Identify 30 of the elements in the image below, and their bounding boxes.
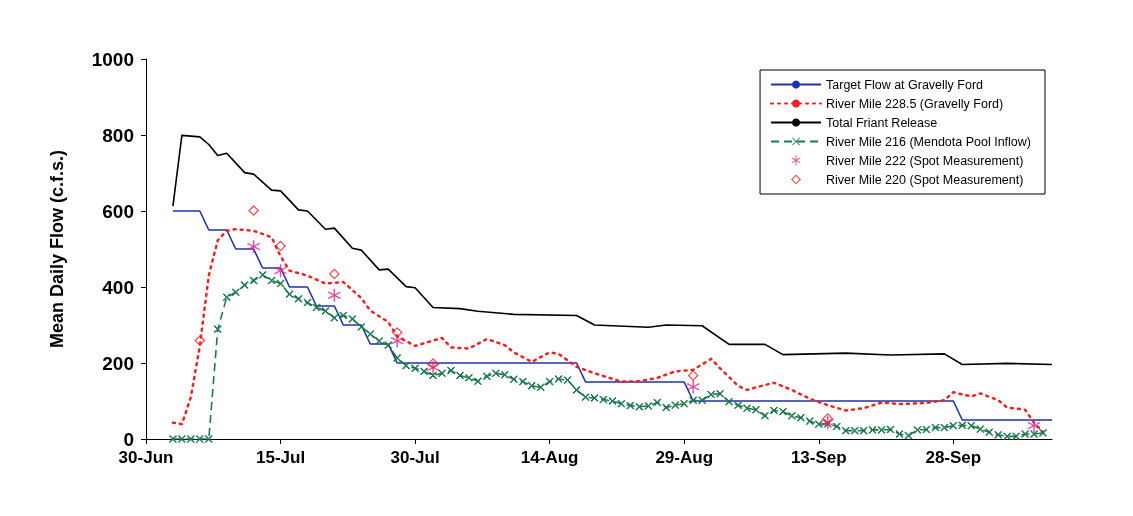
y-tick-label: 0 xyxy=(123,428,134,450)
legend-label: River Mile 222 (Spot Measurement) xyxy=(826,153,1024,168)
y-tick-label: 1000 xyxy=(91,48,134,70)
y-axis-title: Mean Daily Flow (c.f.s.) xyxy=(47,149,67,349)
point xyxy=(822,412,834,424)
y-tick-label: 800 xyxy=(102,124,134,146)
legend-label: River Mile 228.5 (Gravelly Ford) xyxy=(826,96,1004,111)
point xyxy=(686,380,700,394)
y-tick-label: 200 xyxy=(102,352,134,374)
legend-label: River Mile 220 (Spot Measurement) xyxy=(826,172,1024,187)
point xyxy=(247,240,261,254)
x-tick-label: 29-Aug xyxy=(655,448,714,467)
x-tick-label: 15-Jul xyxy=(255,448,306,467)
y-tick-label: 400 xyxy=(102,276,134,298)
x-tick-label: 30-Jul xyxy=(390,448,440,467)
line-series xyxy=(172,134,1053,366)
y-tick-label: 600 xyxy=(102,200,134,222)
legend-label: River Mile 216 (Mendota Pool Inflow) xyxy=(826,134,1031,149)
point xyxy=(390,334,404,348)
x-tick-label: 13-Sep xyxy=(790,448,847,467)
x-tick-label: 30-Jun xyxy=(118,448,174,467)
point xyxy=(274,264,288,278)
point xyxy=(194,335,206,347)
x-tick-label: 28-Sep xyxy=(925,448,982,467)
point xyxy=(391,327,403,339)
point xyxy=(1027,419,1041,433)
legend-label: Target Flow at Gravelly Ford xyxy=(826,77,984,92)
x-tick-label: 14-Aug xyxy=(520,448,579,467)
legend-label: Total Friant Release xyxy=(826,115,938,130)
point xyxy=(248,205,260,217)
